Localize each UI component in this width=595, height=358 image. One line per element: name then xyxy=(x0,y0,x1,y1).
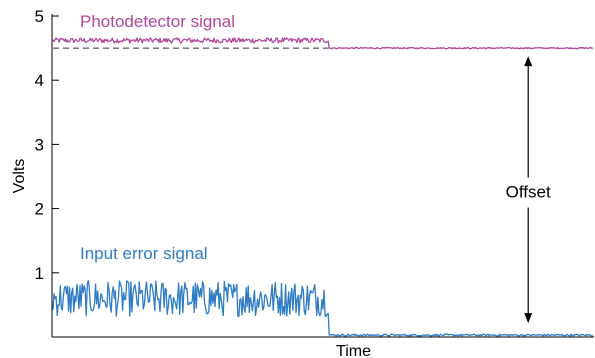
axes xyxy=(51,14,594,338)
series-label-photodetector: Photodetector signal xyxy=(80,12,235,31)
x-axis-label: Time xyxy=(336,343,371,358)
y-tick-label: 5 xyxy=(35,7,44,26)
y-axis-label: Volts xyxy=(11,159,28,194)
series-line-0 xyxy=(52,37,594,50)
series-lines xyxy=(52,37,594,337)
offset-arrow-head-up xyxy=(524,56,533,67)
offset-arrow-head-down xyxy=(524,313,533,324)
y-tick-label: 1 xyxy=(35,264,44,283)
y-ticks: 1 2 3 4 5 xyxy=(35,7,59,283)
offset-annotation: Offset xyxy=(506,56,551,324)
y-tick-label: 4 xyxy=(35,71,44,90)
offset-label: Offset xyxy=(506,183,551,202)
series-labels: Photodetector signal Input error signal xyxy=(80,12,235,263)
series-line-1 xyxy=(52,279,594,337)
y-tick-label: 3 xyxy=(35,135,44,154)
y-tick-label: 2 xyxy=(35,200,44,219)
series-label-input-error: Input error signal xyxy=(80,244,208,263)
